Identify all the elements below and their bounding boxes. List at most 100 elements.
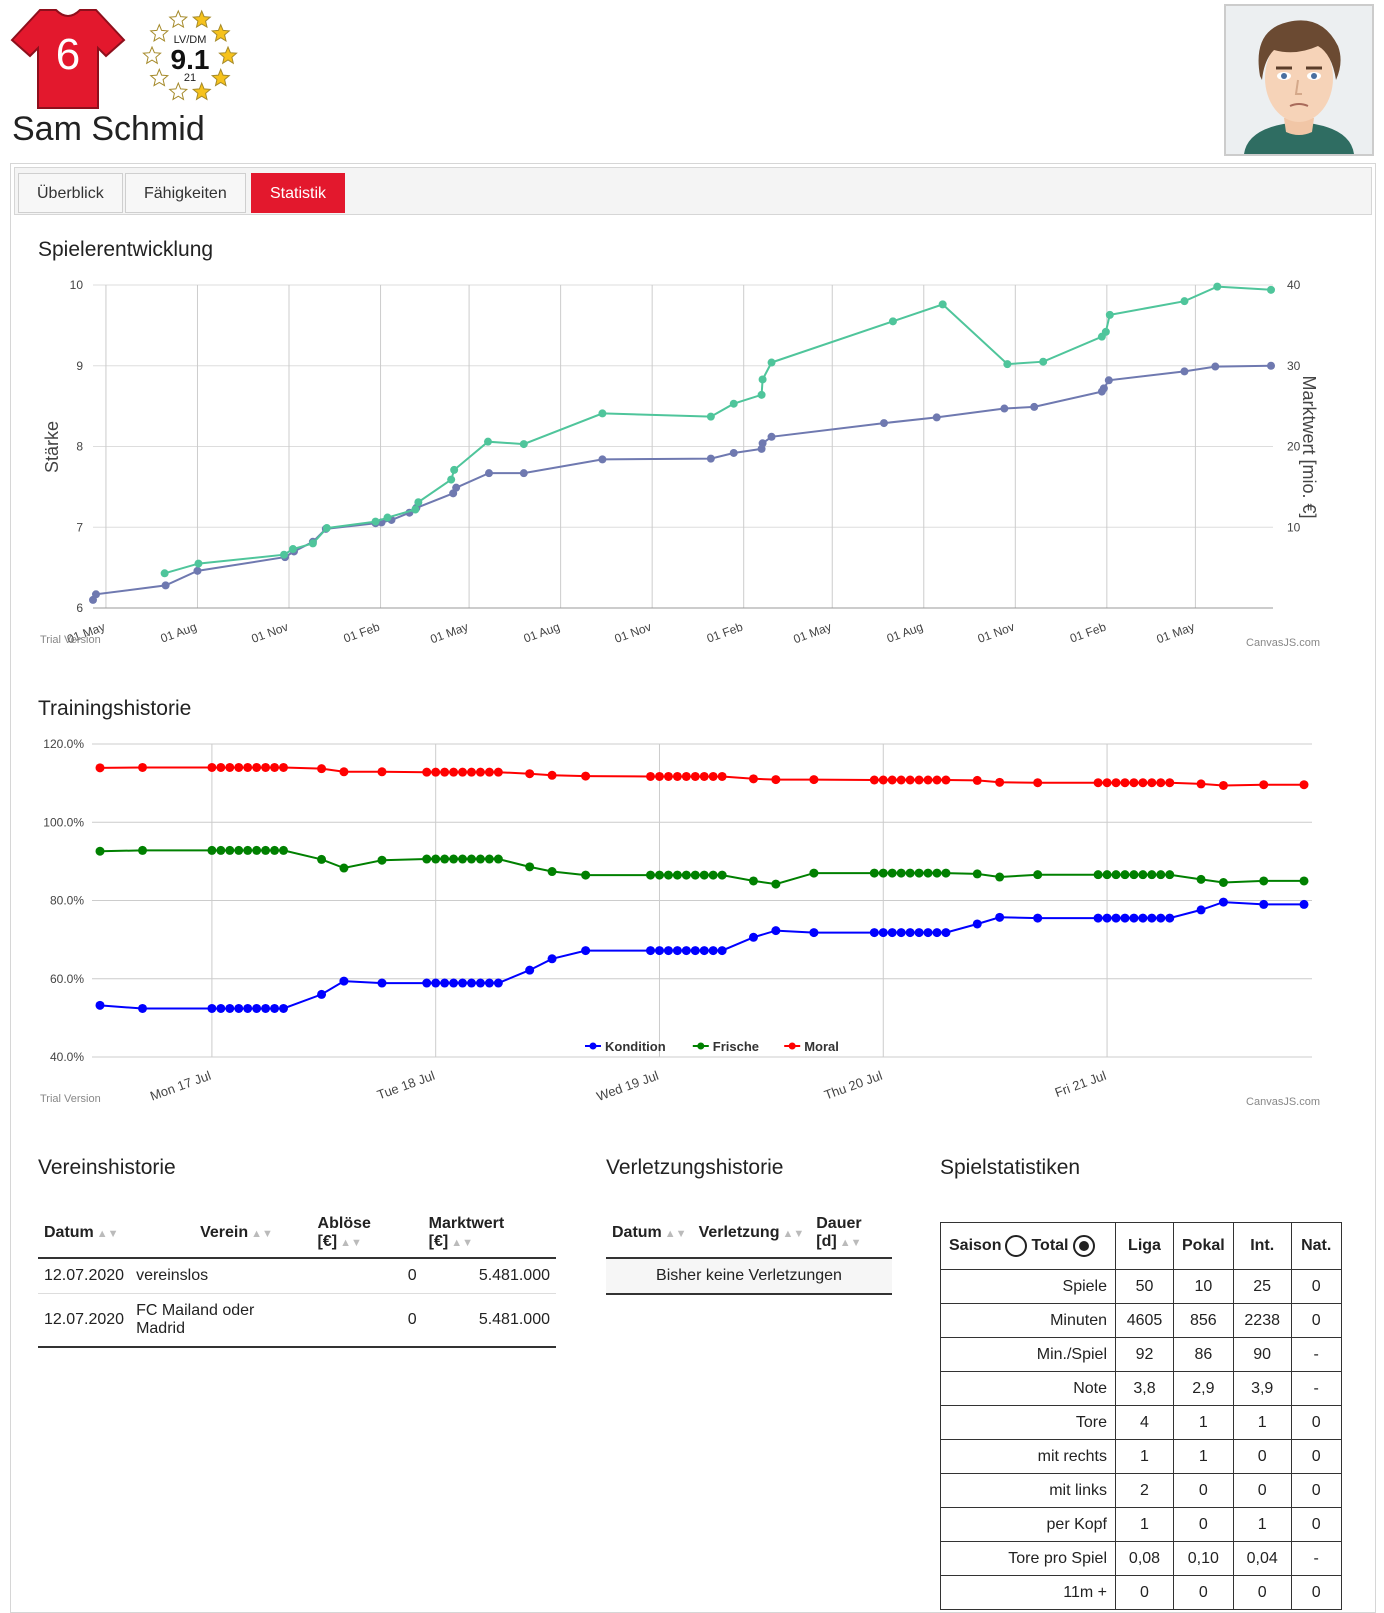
- stat-value: -: [1290, 1371, 1342, 1406]
- stat-value: -: [1290, 1337, 1342, 1372]
- data-point: [932, 868, 942, 878]
- game-stats-table: Saison Total Liga Pokal Int. Nat. Spiele 5…: [940, 1222, 1342, 1610]
- stat-value: 1: [1173, 1405, 1234, 1440]
- tab-overview[interactable]: Überblick: [18, 173, 123, 213]
- x-tick-label: 01 Feb: [342, 620, 382, 646]
- stat-value: 1: [1173, 1439, 1234, 1474]
- stat-label: 11m +: [940, 1575, 1116, 1610]
- data-point: [690, 771, 700, 781]
- data-point: [654, 771, 664, 781]
- tab-statistics[interactable]: Statistik: [251, 173, 346, 213]
- data-point: [422, 767, 432, 777]
- star-icon: [191, 81, 212, 101]
- column-header[interactable]: Verein ▲▼: [130, 1209, 312, 1259]
- trial-watermark: Trial Version: [40, 634, 101, 646]
- data-point: [317, 989, 327, 999]
- position-label: LV/DM: [173, 34, 207, 46]
- trial-watermark: Trial Version: [40, 1093, 101, 1105]
- data-point: [547, 867, 557, 877]
- data-point: [941, 868, 951, 878]
- star-icon: [142, 45, 162, 65]
- column-header[interactable]: Ablöse [€] ▲▼: [311, 1209, 423, 1259]
- legend-marker: [697, 1042, 705, 1050]
- x-tick-label: 01 Feb: [1068, 620, 1108, 646]
- data-point: [1165, 870, 1175, 880]
- player-name: Sam Schmid: [12, 110, 205, 148]
- data-point: [458, 767, 468, 777]
- data-point: [809, 775, 819, 785]
- data-point: [748, 932, 758, 942]
- data-point: [896, 928, 906, 938]
- data-point: [1033, 913, 1043, 923]
- fee-cell: 0: [311, 1258, 423, 1294]
- data-point: [708, 771, 718, 781]
- data-point: [95, 846, 105, 856]
- age-value: 21: [183, 72, 197, 84]
- stat-value: 10: [1173, 1269, 1234, 1304]
- star-icon: [149, 67, 170, 87]
- data-point: [706, 412, 715, 421]
- data-point: [758, 375, 767, 384]
- data-point: [449, 978, 459, 988]
- stat-value: 25: [1232, 1269, 1292, 1304]
- data-point: [1218, 878, 1228, 888]
- data-point: [972, 919, 982, 929]
- data-point: [1120, 778, 1130, 788]
- data-point: [91, 590, 100, 599]
- data-point: [914, 775, 924, 785]
- x-tick-label: Fri 21 Jul: [1053, 1068, 1108, 1100]
- column-header[interactable]: Verletzung ▲▼: [692, 1209, 811, 1259]
- data-point: [887, 775, 897, 785]
- legend-label: Frische: [713, 1039, 759, 1054]
- star-icon: [210, 23, 231, 42]
- y2-tick-label: 10: [1287, 520, 1301, 534]
- data-point: [288, 545, 297, 554]
- data-point: [771, 879, 781, 889]
- data-point: [414, 498, 423, 507]
- tab-abilities[interactable]: Fähigkeiten: [125, 173, 246, 213]
- y-tick-label: 6: [76, 601, 83, 615]
- x-tick-label: 01 Aug: [885, 620, 925, 646]
- data-point: [193, 566, 202, 575]
- data-point: [869, 775, 879, 785]
- data-point: [681, 771, 691, 781]
- stat-row: 11m +0 0 0 0: [940, 1575, 1342, 1610]
- stat-row: Spiele 50 10 25 0: [940, 1269, 1342, 1304]
- data-point: [411, 505, 420, 514]
- saison-radio[interactable]: [1005, 1235, 1028, 1257]
- data-point: [138, 1003, 148, 1013]
- data-point: [699, 946, 709, 956]
- column-header[interactable]: Marktwert [€] ▲▼: [422, 1209, 556, 1259]
- data-point: [809, 928, 819, 938]
- data-point: [717, 946, 727, 956]
- data-point: [690, 870, 700, 880]
- stat-value: 2: [1115, 1473, 1174, 1508]
- data-point: [1120, 870, 1130, 880]
- data-point: [422, 854, 432, 864]
- data-point: [932, 775, 942, 785]
- stat-value: 4605: [1115, 1303, 1174, 1338]
- column-header[interactable]: Datum ▲▼: [38, 1209, 131, 1259]
- column-header[interactable]: Dauer [d] ▲▼: [810, 1209, 892, 1259]
- total-radio[interactable]: [1072, 1235, 1095, 1257]
- data-point: [317, 854, 327, 864]
- data-point: [422, 978, 432, 988]
- data-point: [878, 775, 888, 785]
- data-point: [646, 870, 656, 880]
- data-point: [757, 390, 766, 399]
- column-header[interactable]: Datum ▲▼: [606, 1209, 693, 1259]
- star-icon: [210, 67, 231, 87]
- data-point: [878, 868, 888, 878]
- data-point: [938, 300, 947, 309]
- data-point: [932, 928, 942, 938]
- stat-value: 2238: [1232, 1303, 1292, 1338]
- injury-history-table: Datum ▲▼ Verletzung ▲▼ Dauer [d] ▲▼ Bisher …: [606, 1209, 892, 1295]
- data-point: [440, 767, 450, 777]
- stat-row: Tore pro Spiel 0,08 0,10 0,04-: [940, 1541, 1342, 1576]
- data-point: [339, 976, 349, 986]
- data-point: [1101, 327, 1110, 336]
- data-point: [484, 978, 494, 988]
- y2-tick-label: 40: [1287, 278, 1301, 292]
- x-tick-label: Tue 18 Jul: [375, 1068, 437, 1103]
- star-icon: [218, 45, 238, 65]
